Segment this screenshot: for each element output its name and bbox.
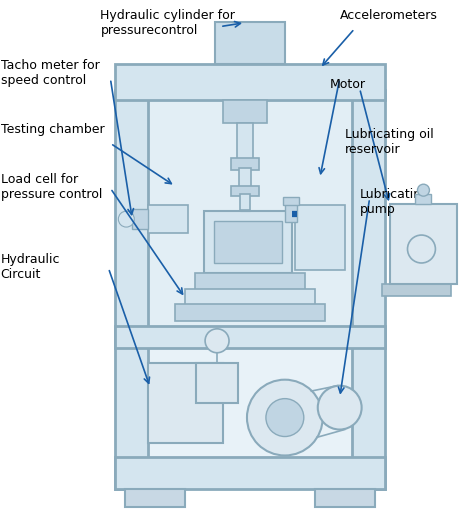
Bar xyxy=(237,123,253,160)
Bar xyxy=(214,221,282,263)
Bar xyxy=(115,91,148,490)
Text: Lubricating
pump: Lubricating pump xyxy=(360,188,430,216)
Bar xyxy=(115,64,384,100)
Text: Motor: Motor xyxy=(330,79,366,92)
Circle shape xyxy=(318,386,362,429)
Text: Tacho meter for
speed control: Tacho meter for speed control xyxy=(0,59,100,87)
Text: Hydraulic cylinder for
pressurecontrol: Hydraulic cylinder for pressurecontrol xyxy=(100,9,235,37)
Circle shape xyxy=(205,329,229,353)
Bar xyxy=(390,204,457,284)
Bar xyxy=(240,194,250,210)
Bar xyxy=(295,205,345,270)
Bar xyxy=(115,457,384,490)
Text: Accelerometers: Accelerometers xyxy=(340,9,438,22)
Text: Testing chamber: Testing chamber xyxy=(0,123,104,136)
Circle shape xyxy=(118,211,134,227)
Circle shape xyxy=(247,380,323,455)
Bar xyxy=(239,168,251,188)
Text: Load cell for
pressure control: Load cell for pressure control xyxy=(0,173,102,201)
Bar xyxy=(223,100,267,123)
Bar xyxy=(196,363,238,402)
Bar xyxy=(382,284,451,296)
Bar xyxy=(215,22,285,64)
Text: Hydraulic
Circuit: Hydraulic Circuit xyxy=(0,253,60,281)
Bar xyxy=(115,326,384,348)
Text: Lubricating oil
reservoir: Lubricating oil reservoir xyxy=(345,128,433,156)
Bar xyxy=(204,211,292,273)
Bar xyxy=(285,204,297,222)
Bar xyxy=(315,490,374,507)
Circle shape xyxy=(418,184,429,196)
Bar xyxy=(148,348,352,457)
Bar xyxy=(148,205,188,233)
Bar xyxy=(148,363,223,442)
Bar xyxy=(195,273,305,290)
Bar xyxy=(416,194,431,204)
Circle shape xyxy=(266,399,304,437)
Bar xyxy=(231,186,259,196)
Bar xyxy=(283,197,299,205)
Bar xyxy=(148,100,352,326)
Bar xyxy=(231,159,259,170)
Bar xyxy=(185,289,315,305)
Bar xyxy=(352,91,384,490)
Bar xyxy=(175,304,325,321)
Bar xyxy=(132,209,148,229)
Bar xyxy=(125,490,185,507)
